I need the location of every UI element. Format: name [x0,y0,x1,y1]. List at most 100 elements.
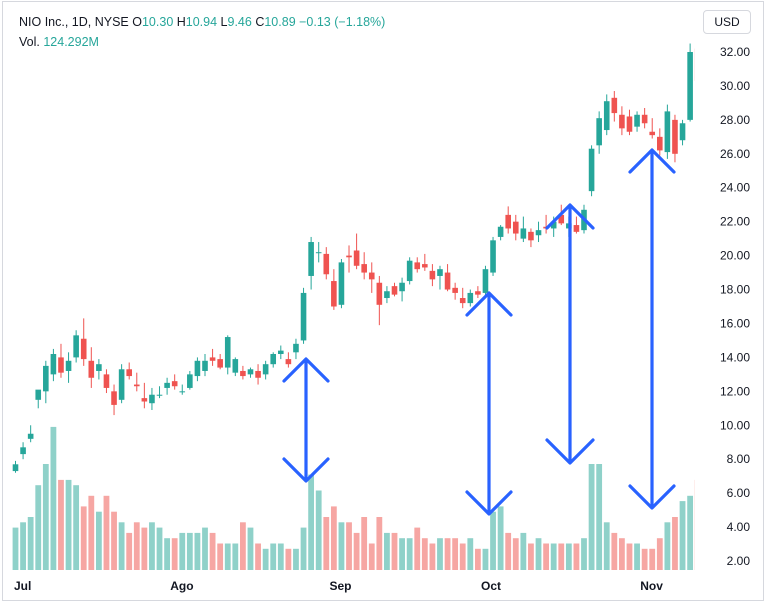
price-tick-label: 8.00 [727,452,751,466]
volume-bar [217,543,224,570]
candle-body [376,282,383,305]
candle-body [300,292,307,341]
legend-change: −0.13 (−1.18%) [299,15,386,29]
legend: NIO Inc., 1D, NYSE O10.30 H10.94 L9.46 C… [19,12,385,52]
candle-body [429,270,436,280]
candle-body [535,230,542,236]
currency-button[interactable]: USD [703,10,751,34]
candle-body [437,269,443,276]
candle-body [209,357,216,361]
candle-body [141,398,148,402]
candle-body [679,123,686,141]
volume-bar [459,543,466,570]
price-tick-label: 14.00 [720,350,750,364]
candle-body [58,357,64,373]
legend-high-label: H [176,15,186,29]
time-tick-label: Nov [640,579,663,593]
volume-bar [664,522,671,570]
price-tick-label: 16.00 [720,316,750,330]
legend-volume: 124.292M [43,35,99,49]
legend-high: 10.94 [185,15,218,29]
volume-bar [95,511,102,570]
candle-body [73,335,79,358]
volume-bar [535,538,542,570]
arrow-head-up [628,148,676,174]
volume-bar [194,532,201,570]
volume-bar [399,538,405,570]
candle-body [573,225,580,232]
price-tick-label: 20.00 [720,249,750,263]
candle-body [96,364,102,371]
candle-body [262,364,269,375]
volume-bar [330,506,337,570]
price-tick-label: 24.00 [720,181,750,195]
candle-body [611,97,618,114]
candle-body [384,291,390,299]
candle-body [512,221,519,234]
price-tick-label: 32.00 [720,45,750,59]
volume-bar [35,485,42,570]
candle-body [171,381,178,387]
volume-bar [490,511,496,570]
volume-bar [262,548,269,570]
candle-body [346,255,352,258]
volume-bar [338,522,345,570]
volume-bar [118,522,125,570]
price-tick-label: 18.00 [720,283,750,297]
candle-body [20,447,26,455]
volume-bar [573,543,580,570]
time-tick-label: Ago [170,579,193,593]
candle-body [626,116,633,132]
candle-body [467,292,474,304]
volume-bar [406,538,413,570]
candle-body [550,221,557,229]
volume-bar [656,538,663,570]
candle-body [255,370,261,378]
double-arrow [282,357,330,483]
price-tick-label: 30.00 [720,79,750,93]
volume-bar [300,527,307,570]
candle-body [490,240,496,273]
volume-bar [308,474,315,570]
candle-body [482,269,489,293]
volume-bar [558,543,565,570]
candle-body [672,119,678,154]
arrow-head-down [465,490,513,516]
candle-body [149,394,155,404]
volume-bar [611,532,618,570]
volume-bar [710,485,716,570]
candle-body [126,369,132,377]
price-tick-label: 4.00 [727,520,751,534]
volume-bar [164,538,170,570]
volume-bar [202,527,208,570]
volume-bar [672,517,678,570]
volume-bar [718,480,724,570]
volume-bar [346,522,352,570]
candle-body [247,369,254,375]
time-axis[interactable]: Jul Ago Sep Oct Nov [14,579,663,593]
legend-low-label: L [220,15,228,29]
candle-body [43,365,49,392]
price-tick-label: 22.00 [720,215,750,229]
time-tick-label: Sep [329,579,351,593]
candle-body [414,262,421,270]
volume-bar [353,532,360,570]
volume-bar [171,538,178,570]
volume-bar [361,517,368,570]
volume-bar [111,511,117,570]
volume-bar [543,543,549,570]
candle-body [27,433,34,439]
price-tick-label: 6.00 [727,486,751,500]
volume-bar [679,501,686,570]
candle-body [12,464,19,472]
time-tick-label: Oct [481,579,501,593]
candle-body [361,264,367,273]
volume-bars [12,426,724,570]
candle-body [444,272,451,290]
price-axis[interactable]: 32.00 30.00 28.00 26.00 24.00 22.00 20.00 18.00… [720,45,750,568]
volume-bar [641,548,648,570]
candle-body [65,360,72,371]
volume-bar [429,543,436,570]
candle-body [103,374,110,388]
